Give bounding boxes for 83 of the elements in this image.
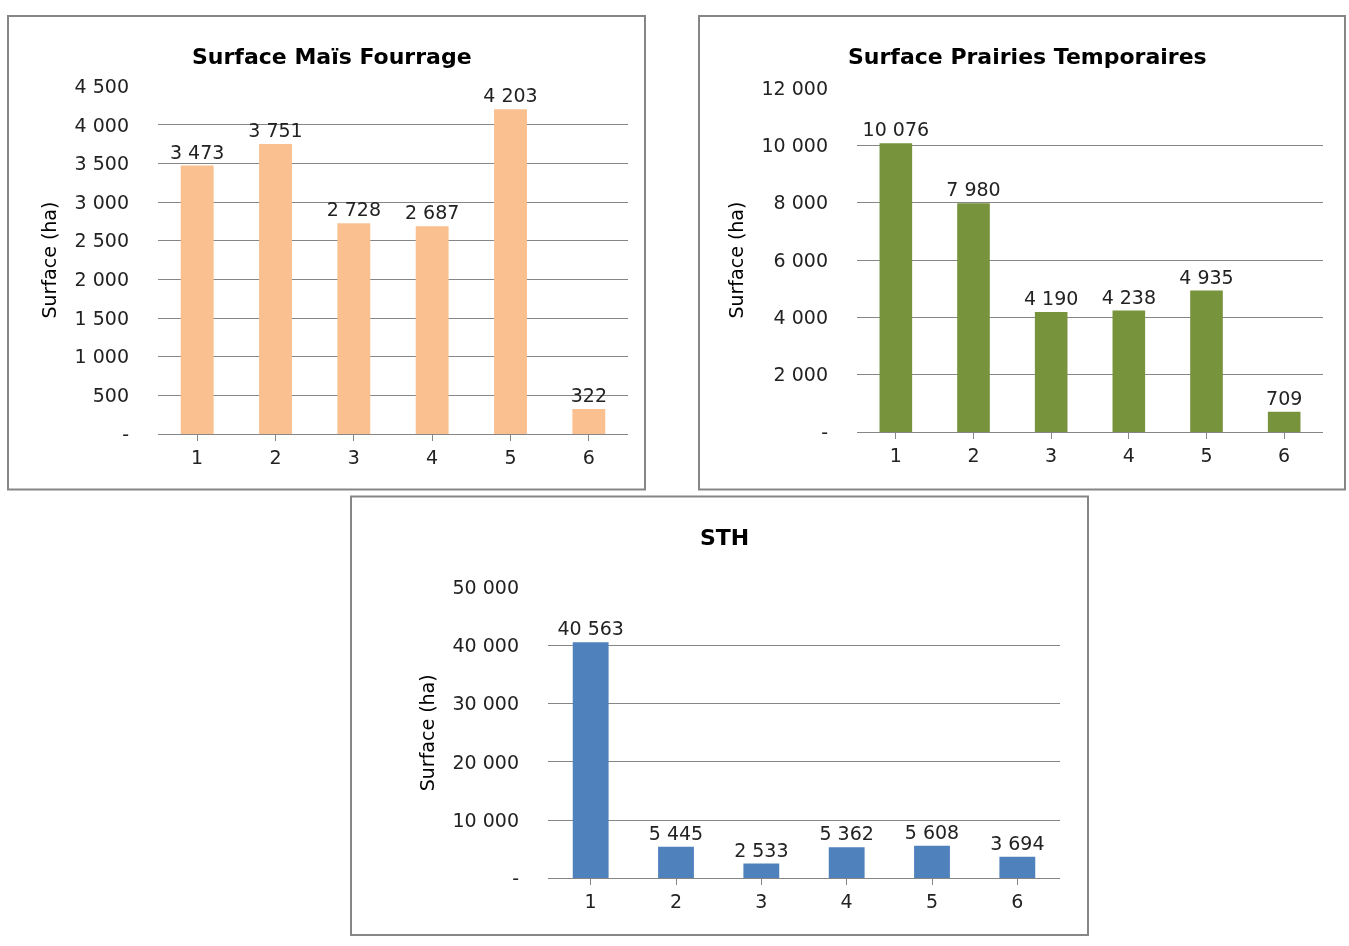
bar bbox=[572, 409, 606, 434]
y-tick-label: 2 000 bbox=[74, 268, 129, 291]
bar bbox=[1190, 290, 1223, 432]
x-tick-label: 5 bbox=[1200, 443, 1213, 466]
y-tick-label: 4 000 bbox=[74, 113, 129, 136]
bar bbox=[658, 846, 694, 879]
y-tick-label: 40 000 bbox=[452, 634, 519, 657]
x-tick-label: 5 bbox=[925, 890, 939, 913]
bar bbox=[259, 144, 292, 434]
x-tick-label: 2 bbox=[967, 443, 980, 466]
x-tick-label: 1 bbox=[191, 445, 204, 468]
data-label: 3 751 bbox=[248, 119, 303, 142]
bar bbox=[1034, 311, 1068, 432]
y-tick-label: 20 000 bbox=[452, 750, 519, 773]
data-label: 5 445 bbox=[648, 821, 704, 844]
chart-title: Surface Maïs Fourrage bbox=[192, 44, 472, 69]
bar bbox=[914, 845, 950, 879]
data-label: 5 608 bbox=[904, 820, 960, 843]
y-axis-title: Surface (ha) bbox=[725, 201, 748, 319]
x-tick-label: 2 bbox=[269, 445, 282, 468]
x-tick-label: 3 bbox=[347, 445, 360, 468]
data-label: 5 362 bbox=[819, 822, 874, 845]
x-tick-label: 1 bbox=[889, 443, 902, 466]
data-label: 2 533 bbox=[734, 838, 789, 861]
data-label: 2 728 bbox=[326, 198, 382, 221]
data-label: 709 bbox=[1266, 386, 1303, 409]
x-tick-label: 4 bbox=[840, 890, 853, 913]
y-tick-label: 30 000 bbox=[452, 692, 519, 715]
x-tick-label: 4 bbox=[426, 445, 439, 468]
bar bbox=[180, 165, 214, 434]
y-tick-label: 50 000 bbox=[452, 575, 519, 598]
data-label: 2 687 bbox=[404, 201, 460, 224]
x-tick-label: 3 bbox=[1045, 443, 1058, 466]
x-tick-label: 4 bbox=[1122, 443, 1135, 466]
data-label: 4 203 bbox=[483, 84, 538, 107]
y-tick-label: 6 000 bbox=[773, 248, 828, 271]
data-label: 4 238 bbox=[1101, 285, 1157, 308]
x-tick-label: 3 bbox=[755, 890, 768, 913]
x-tick-label: 6 bbox=[582, 445, 595, 468]
data-label: 322 bbox=[570, 384, 607, 407]
data-label: 40 563 bbox=[557, 617, 624, 640]
y-tick-label: - bbox=[512, 867, 519, 889]
y-tick-label: 3 500 bbox=[74, 152, 129, 175]
bar bbox=[1267, 411, 1301, 432]
data-label: 3 473 bbox=[169, 140, 225, 163]
bar bbox=[572, 642, 609, 879]
data-label: 4 935 bbox=[1179, 265, 1234, 288]
x-tick-label: 5 bbox=[504, 445, 517, 468]
x-tick-label: 2 bbox=[669, 890, 683, 913]
y-tick-label: 4 000 bbox=[773, 306, 828, 329]
data-label: 3 694 bbox=[990, 831, 1045, 854]
bar bbox=[743, 863, 780, 879]
y-tick-label: 10 000 bbox=[452, 808, 519, 831]
bar bbox=[337, 223, 371, 434]
y-tick-label: 8 000 bbox=[773, 191, 828, 214]
data-label: 10 076 bbox=[862, 118, 930, 141]
y-tick-label: 4 500 bbox=[74, 74, 129, 97]
y-tick-label: - bbox=[122, 422, 129, 445]
y-axis-title: Surface (ha) bbox=[38, 201, 61, 319]
chart-title: Surface Prairies Temporaires bbox=[848, 44, 1207, 69]
data-label: 4 190 bbox=[1023, 286, 1079, 309]
x-tick-label: 1 bbox=[584, 890, 597, 913]
bar bbox=[415, 226, 449, 434]
y-tick-label: - bbox=[821, 420, 828, 443]
y-axis-title: Surface (ha) bbox=[416, 674, 439, 792]
bar bbox=[957, 203, 990, 432]
chart-title: STH bbox=[700, 525, 750, 550]
y-tick-label: 500 bbox=[92, 383, 129, 406]
x-tick-label: 6 bbox=[1278, 443, 1291, 466]
x-tick-label: 6 bbox=[1011, 890, 1024, 913]
bar bbox=[494, 109, 527, 434]
bar bbox=[879, 143, 913, 432]
y-tick-label: 12 000 bbox=[761, 76, 828, 99]
y-tick-label: 2 500 bbox=[74, 229, 129, 252]
y-tick-label: 2 000 bbox=[773, 363, 828, 386]
y-tick-label: 1 000 bbox=[74, 345, 129, 368]
bar bbox=[828, 847, 865, 879]
y-tick-label: 3 000 bbox=[74, 190, 129, 213]
data-label: 7 980 bbox=[946, 178, 1001, 201]
bar bbox=[999, 856, 1036, 879]
y-tick-label: 1 500 bbox=[74, 306, 129, 329]
y-tick-label: 10 000 bbox=[761, 134, 828, 157]
bar bbox=[1112, 310, 1146, 432]
